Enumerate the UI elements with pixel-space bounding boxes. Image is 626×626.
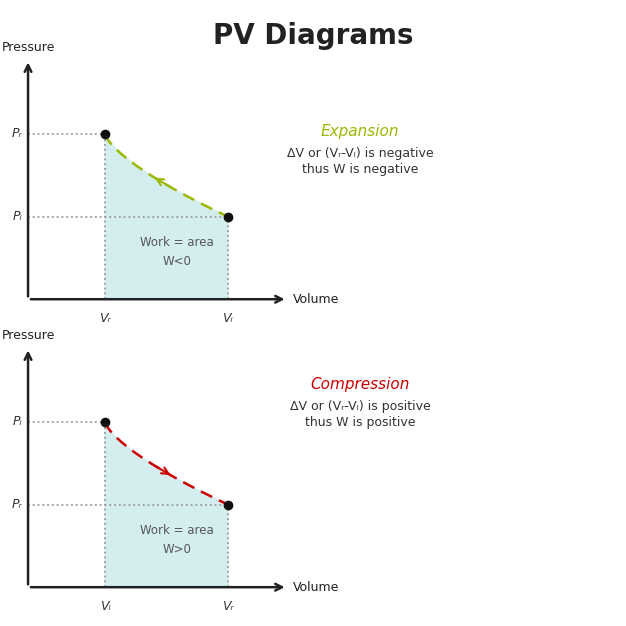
Text: ΔV or (Vᵣ-Vᵢ) is negative: ΔV or (Vᵣ-Vᵢ) is negative xyxy=(287,147,433,160)
Text: Vᵣ: Vᵣ xyxy=(222,600,233,613)
Text: thus W is positive: thus W is positive xyxy=(305,416,415,429)
Text: Work = area
W>0: Work = area W>0 xyxy=(140,525,214,557)
Text: Pᵢ: Pᵢ xyxy=(13,416,23,428)
Text: Expansion: Expansion xyxy=(321,124,399,139)
Text: ΔV or (Vᵣ-Vᵢ) is positive: ΔV or (Vᵣ-Vᵢ) is positive xyxy=(290,401,430,413)
Text: Vᵢ: Vᵢ xyxy=(222,312,233,325)
Text: Work = area
W<0: Work = area W<0 xyxy=(140,237,214,269)
Text: Pressure: Pressure xyxy=(1,329,54,342)
Polygon shape xyxy=(105,134,228,299)
Polygon shape xyxy=(105,422,228,587)
Text: Pᵣ: Pᵣ xyxy=(12,498,23,511)
Text: thus W is negative: thus W is negative xyxy=(302,163,418,175)
Text: Pᵢ: Pᵢ xyxy=(13,210,23,223)
Text: Compression: Compression xyxy=(310,377,409,393)
Text: Vᵢ: Vᵢ xyxy=(100,600,111,613)
Text: Volume: Volume xyxy=(293,581,339,593)
Text: Volume: Volume xyxy=(293,293,339,305)
Text: PV Diagrams: PV Diagrams xyxy=(213,22,413,50)
Text: Pressure: Pressure xyxy=(1,41,54,54)
Text: Vᵣ: Vᵣ xyxy=(100,312,111,325)
Text: Pᵣ: Pᵣ xyxy=(12,128,23,140)
